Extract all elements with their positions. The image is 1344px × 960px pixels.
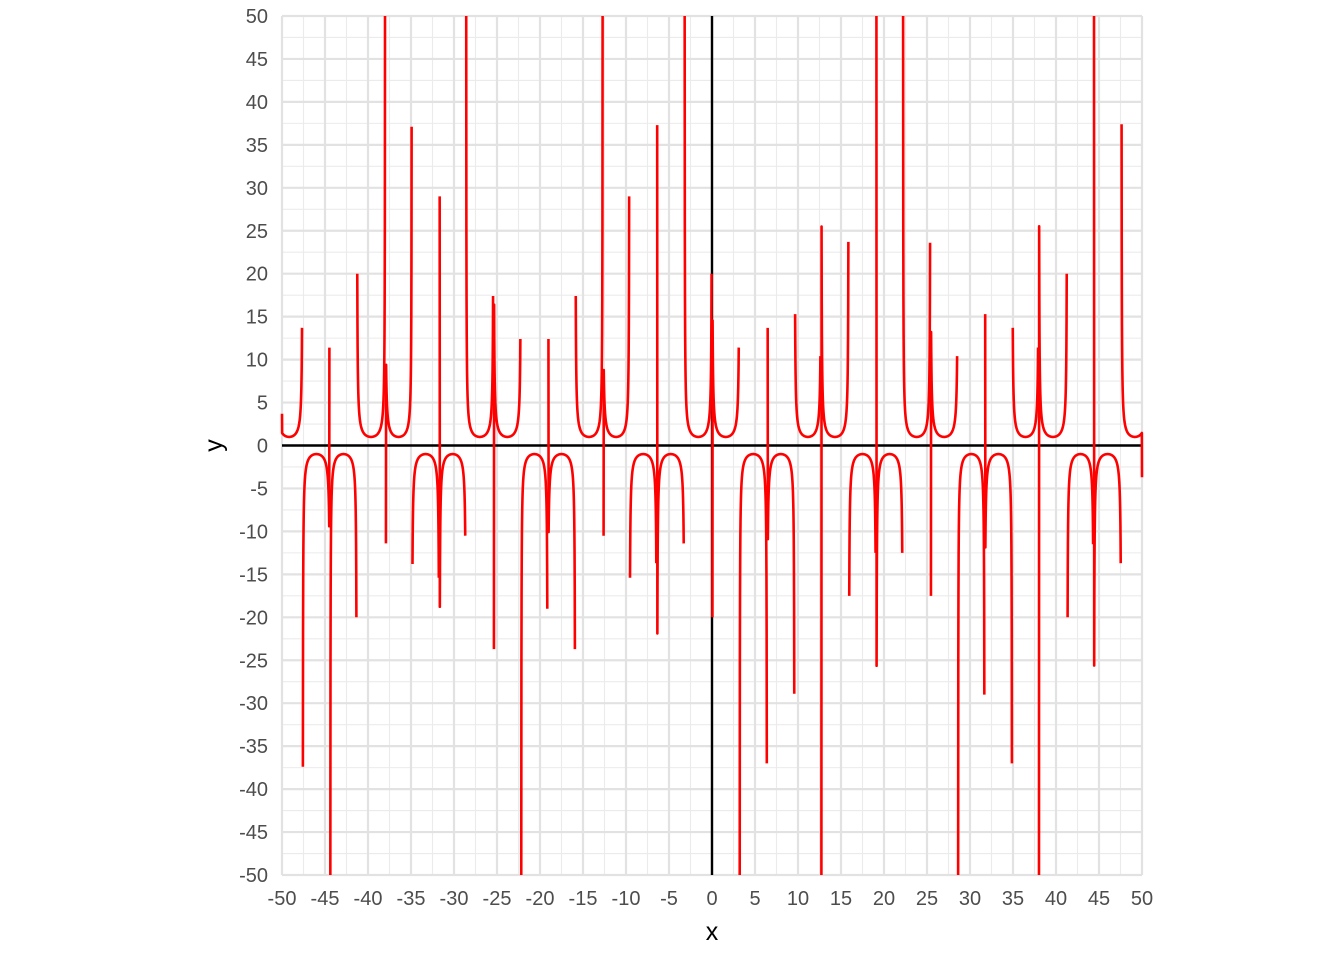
series-branch [519, 452, 549, 876]
y-tick-label: 50 [246, 6, 268, 28]
series-branch [384, 126, 413, 544]
y-tick-label: 10 [246, 350, 268, 372]
series-branch [875, 15, 904, 668]
y-tick-label: -10 [239, 521, 268, 543]
series-branch [1092, 15, 1123, 667]
x-axis-title: x [706, 918, 719, 946]
x-tick-label: 0 [706, 888, 717, 910]
x-tick-label: 35 [1002, 888, 1024, 910]
series-branch [628, 452, 658, 578]
y-tick-label: 0 [257, 436, 268, 458]
x-tick-label: -35 [397, 888, 426, 910]
series-branch [574, 15, 604, 439]
series-branch [1066, 452, 1095, 618]
series-branch [929, 330, 959, 596]
series-branch [820, 225, 850, 876]
x-tick-label: -50 [268, 888, 297, 910]
x-tick-label: 30 [959, 888, 981, 910]
x-tick-label: -5 [660, 888, 678, 910]
series-branch [492, 303, 522, 650]
series-branch [438, 196, 467, 609]
y-tick-label: -20 [239, 607, 268, 629]
x-tick-label: -15 [569, 888, 598, 910]
y-tick-label: -40 [239, 779, 268, 801]
x-tick-label: 40 [1045, 888, 1067, 910]
series-branch [355, 15, 387, 439]
series-branch [280, 327, 304, 439]
y-tick-label: 15 [246, 307, 268, 329]
series-branch [683, 15, 713, 439]
y-tick-label: -25 [239, 650, 268, 672]
series-branch [1011, 327, 1040, 439]
y-tick-label: 5 [257, 393, 268, 415]
series-branch [901, 15, 932, 439]
series-branch [956, 452, 986, 876]
x-tick-label: -40 [354, 888, 383, 910]
series-branch [711, 319, 741, 618]
series-branch [983, 314, 1014, 764]
series-layer [280, 15, 1144, 876]
x-tick-label: 10 [787, 888, 809, 910]
series-branch [793, 314, 822, 439]
y-axis-title: y [200, 439, 228, 452]
y-tick-label: 35 [246, 135, 268, 157]
x-tick-label: -10 [612, 888, 641, 910]
series-branch [602, 196, 631, 536]
y-tick-label: -50 [239, 865, 268, 887]
series-branch [547, 338, 577, 650]
series-branch [1120, 124, 1144, 478]
series-branch [847, 452, 877, 596]
y-tick-label: 25 [246, 221, 268, 243]
x-tick-label: 20 [873, 888, 895, 910]
series-branch [1037, 225, 1069, 876]
series-branch [411, 452, 441, 578]
x-tick-label: 5 [749, 888, 760, 910]
y-tick-label: 30 [246, 178, 268, 200]
y-tick-label: 40 [246, 92, 268, 114]
x-tick-label: -25 [483, 888, 512, 910]
y-tick-label: -45 [239, 822, 268, 844]
series-branch [301, 347, 331, 767]
x-tick-label: 50 [1131, 888, 1153, 910]
x-tick-label: 45 [1088, 888, 1110, 910]
y-tick-label: 20 [246, 264, 268, 286]
x-tick-label: 25 [916, 888, 938, 910]
x-tick-label: -30 [440, 888, 469, 910]
series-branch [329, 452, 358, 876]
series-branch [766, 327, 796, 694]
y-tick-label: -15 [239, 564, 268, 586]
series-branch [464, 15, 495, 439]
x-tick-label: -20 [526, 888, 555, 910]
y-tick-label: -35 [239, 736, 268, 758]
x-tick-label: 15 [830, 888, 852, 910]
series-branch [738, 452, 769, 876]
y-tick-labels: -50-45-40-35-30-25-20-15-10-505101520253… [239, 6, 268, 887]
y-tick-label: -5 [250, 478, 268, 500]
x-tick-label: -45 [311, 888, 340, 910]
x-tick-labels: -50 -45 -40 -35 -30 -25 -20 -15 -10 -5 0 5 10 15 20 25 3… [268, 888, 1154, 910]
y-tick-label: 45 [246, 49, 268, 71]
series-branch [655, 125, 686, 635]
y-tick-label: -30 [239, 693, 268, 715]
